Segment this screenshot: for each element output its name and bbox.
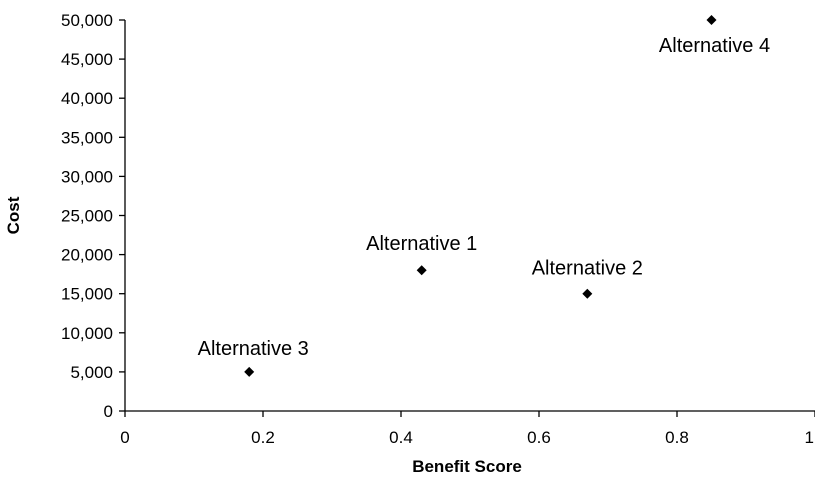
data-point-label: Alternative 2 (532, 258, 643, 280)
x-tick-label: 0.6 (527, 428, 551, 447)
x-tick-label: 1 (805, 428, 814, 447)
data-point-label: Alternative 3 (198, 338, 309, 360)
data-point-label: Alternative 1 (366, 233, 477, 255)
x-tick-label: 0.8 (665, 428, 689, 447)
y-tick-label: 15,000 (61, 285, 113, 304)
data-point-label: Alternative 4 (659, 35, 770, 57)
y-axis-title: Cost (4, 196, 23, 234)
y-tick-label: 20,000 (61, 246, 113, 265)
y-tick-label: 25,000 (61, 207, 113, 226)
data-point-marker (706, 15, 717, 25)
y-tick-label: 45,000 (61, 50, 113, 69)
data-point-marker (582, 288, 593, 299)
data-points: Alternative 1 Alternative 2 Alternative 3 A… (198, 15, 770, 377)
y-tick-label: 0 (104, 402, 113, 421)
y-axis-ticks: 0 5,000 10,000 15,000 20,000 25,000 30,000 35,0… (61, 11, 125, 421)
y-tick-label: 5,000 (70, 363, 113, 382)
x-tick-label: 0.4 (389, 428, 413, 447)
x-axis-ticks: 0 0.2 0.4 0.6 0.8 1 (120, 411, 815, 447)
data-point-marker (244, 366, 255, 377)
y-tick-label: 10,000 (61, 324, 113, 343)
data-point-marker (416, 265, 427, 276)
x-tick-label: 0 (120, 428, 129, 447)
y-tick-label: 35,000 (61, 128, 113, 147)
y-tick-label: 50,000 (61, 11, 113, 30)
x-tick-label: 0.2 (251, 428, 275, 447)
y-tick-label: 30,000 (61, 167, 113, 186)
x-axis-title: Benefit Score (412, 457, 522, 476)
y-tick-label: 40,000 (61, 89, 113, 108)
